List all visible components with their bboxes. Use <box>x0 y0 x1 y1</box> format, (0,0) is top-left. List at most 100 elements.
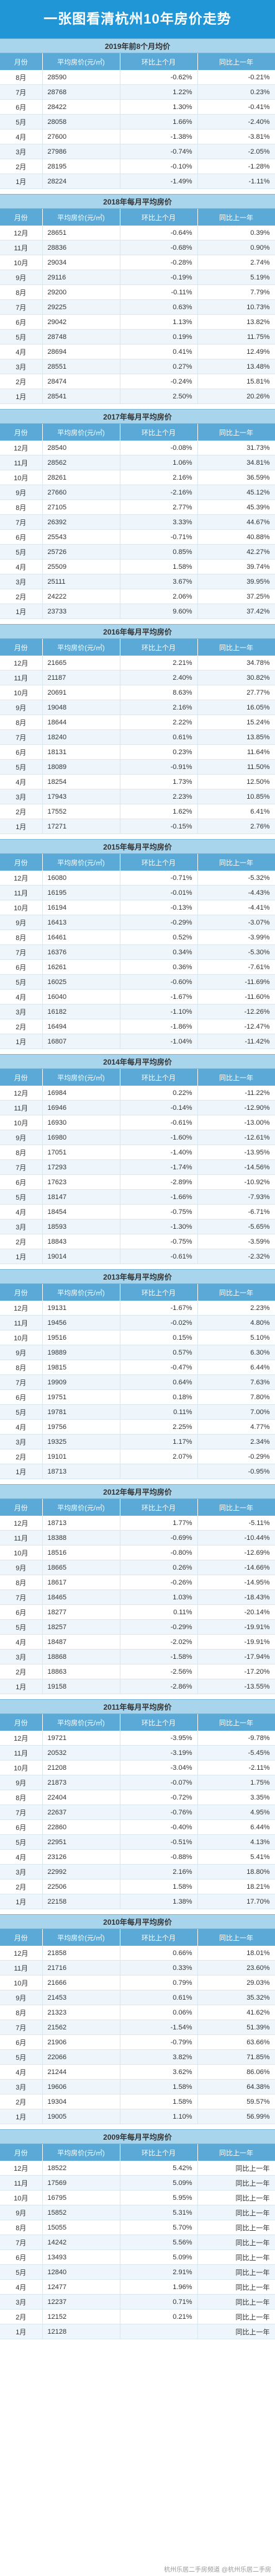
section-title: 2012年每月平均房价 <box>0 1484 275 1499</box>
mom-cell: -1.86% <box>120 1019 198 1034</box>
table-header-row: 月份 平均房价(元/㎡) 环比上个月 同比上一年 <box>0 854 275 871</box>
yoy-cell: 4.95% <box>197 1805 275 1820</box>
yoy-cell: -14.56% <box>197 1159 275 1175</box>
month-header: 月份 <box>0 2144 43 2161</box>
mom-cell: -0.61% <box>120 1249 198 1264</box>
mom-cell: -3.04% <box>120 1760 198 1775</box>
table-row: 5月 19781 0.11% 7.00% <box>0 1404 275 1420</box>
month-cell: 10月 <box>0 1115 43 1130</box>
price-cell: 18089 <box>42 759 120 775</box>
month-cell: 6月 <box>0 1604 43 1620</box>
table-row: 9月 19048 2.16% 16.05% <box>0 700 275 715</box>
mom-cell: 0.23% <box>120 744 198 760</box>
yoy-header: 同比上一年 <box>197 1069 275 1086</box>
price-table: 月份 平均房价(元/㎡) 环比上个月 同比上一年 12月 21665 2.21% 34.78%… <box>0 639 275 834</box>
price-header: 平均房价(元/㎡) <box>42 1929 120 1946</box>
mom-cell: -0.19% <box>120 270 198 285</box>
month-cell: 5月 <box>0 1619 43 1635</box>
month-cell: 5月 <box>0 974 43 990</box>
price-cell: 21562 <box>42 2020 120 2035</box>
month-cell: 6月 <box>0 1389 43 1405</box>
month-cell: 6月 <box>0 1819 43 1835</box>
month-cell: 11月 <box>0 1315 43 1330</box>
price-section: 2009年每月平均房价 月份 平均房价(元/㎡) 环比上个月 同比上一年 12月 18522… <box>0 2129 275 2344</box>
mom-cell: 3.62% <box>120 2064 198 2080</box>
price-cell: 18147 <box>42 1189 120 1205</box>
yoy-cell: -14.95% <box>197 1575 275 1590</box>
table-row: 7月 22637 -0.76% 4.95% <box>0 1805 275 1820</box>
section-title: 2009年每月平均房价 <box>0 2129 275 2144</box>
mom-cell: -0.74% <box>120 144 198 159</box>
mom-cell: -0.01% <box>120 885 198 900</box>
mom-cell: -1.58% <box>120 1649 198 1664</box>
month-cell: 11月 <box>0 670 43 685</box>
price-cell: 21906 <box>42 2034 120 2050</box>
mom-cell: 1.62% <box>120 804 198 819</box>
month-cell: 1月 <box>0 1464 43 1479</box>
table-row: 12月 18713 1.77% -5.11% <box>0 1516 275 1531</box>
yoy-cell: 同比上一年 <box>197 2264 275 2280</box>
yoy-header: 同比上一年 <box>197 209 275 226</box>
table-row: 1月 23733 9.60% 37.42% <box>0 604 275 619</box>
mom-cell: 5.56% <box>120 2235 198 2250</box>
yoy-cell: 34.78% <box>197 656 275 670</box>
mom-cell <box>120 1464 198 1479</box>
price-cell: 17569 <box>42 2175 120 2191</box>
month-cell: 5月 <box>0 1404 43 1420</box>
month-header: 月份 <box>0 1499 43 1516</box>
month-cell: 8月 <box>0 70 43 85</box>
month-cell: 1月 <box>0 1679 43 1694</box>
mom-cell: 1.22% <box>120 84 198 100</box>
month-header: 月份 <box>0 854 43 871</box>
table-row: 6月 21906 -0.79% 63.66% <box>0 2034 275 2050</box>
month-cell: 12月 <box>0 1516 43 1531</box>
month-cell: 9月 <box>0 1775 43 1790</box>
yoy-cell: -0.41% <box>197 99 275 115</box>
table-row: 10月 19516 0.15% 5.10% <box>0 1330 275 1345</box>
price-cell: 22637 <box>42 1805 120 1820</box>
month-cell: 7月 <box>0 1805 43 1820</box>
table-row: 2月 19304 1.58% 59.57% <box>0 2094 275 2109</box>
mom-header: 环比上个月 <box>120 1929 198 1946</box>
yoy-cell: 同比上一年 <box>197 2294 275 2310</box>
yoy-cell: -14.66% <box>197 1560 275 1575</box>
price-cell: 28562 <box>42 455 120 470</box>
month-cell: 1月 <box>0 2324 43 2339</box>
table-row: 7月 16376 0.34% -5.30% <box>0 944 275 960</box>
month-cell: 11月 <box>0 1960 43 1976</box>
yoy-cell: 18.80% <box>197 1864 275 1879</box>
mom-cell: -0.28% <box>120 255 198 270</box>
table-row: 10月 21208 -3.04% -2.11% <box>0 1760 275 1775</box>
table-row: 8月 15055 5.70% 同比上一年 <box>0 2220 275 2235</box>
month-cell: 10月 <box>0 1975 43 1990</box>
mom-cell: 2.23% <box>120 789 198 804</box>
price-cell: 16080 <box>42 871 120 886</box>
price-cell: 18240 <box>42 729 120 745</box>
yoy-cell: 41.62% <box>197 2005 275 2020</box>
section-spacer <box>0 1264 275 1269</box>
mom-cell: -1.54% <box>120 2020 198 2035</box>
mom-cell: 2.21% <box>120 656 198 670</box>
table-row: 8月 19815 -0.47% 6.44% <box>0 1360 275 1375</box>
table-row: 2月 18843 -0.75% -3.59% <box>0 1234 275 1249</box>
table-row: 5月 16025 -0.60% -11.69% <box>0 974 275 990</box>
table-row: 4月 19756 2.25% 4.77% <box>0 1419 275 1435</box>
table-row: 7月 18465 1.03% -18.43% <box>0 1589 275 1605</box>
table-row: 10月 16795 5.95% 同比上一年 <box>0 2190 275 2205</box>
mom-cell: 0.27% <box>120 359 198 374</box>
month-cell: 7月 <box>0 2235 43 2250</box>
mom-cell: 0.34% <box>120 944 198 960</box>
month-cell: 7月 <box>0 1589 43 1605</box>
table-row: 5月 18147 -1.66% -7.93% <box>0 1189 275 1205</box>
yoy-cell: 10.85% <box>197 789 275 804</box>
yoy-cell: -13.95% <box>197 1145 275 1160</box>
month-cell: 11月 <box>0 1530 43 1545</box>
month-cell: 9月 <box>0 1130 43 1145</box>
table-row: 6月 28422 1.30% -0.41% <box>0 99 275 115</box>
yoy-cell: 2.76% <box>197 819 275 834</box>
price-cell: 16461 <box>42 930 120 945</box>
price-cell: 24222 <box>42 589 120 604</box>
month-cell: 8月 <box>0 1575 43 1590</box>
mom-cell: -1.67% <box>120 989 198 1004</box>
mom-cell: 5.95% <box>120 2190 198 2205</box>
